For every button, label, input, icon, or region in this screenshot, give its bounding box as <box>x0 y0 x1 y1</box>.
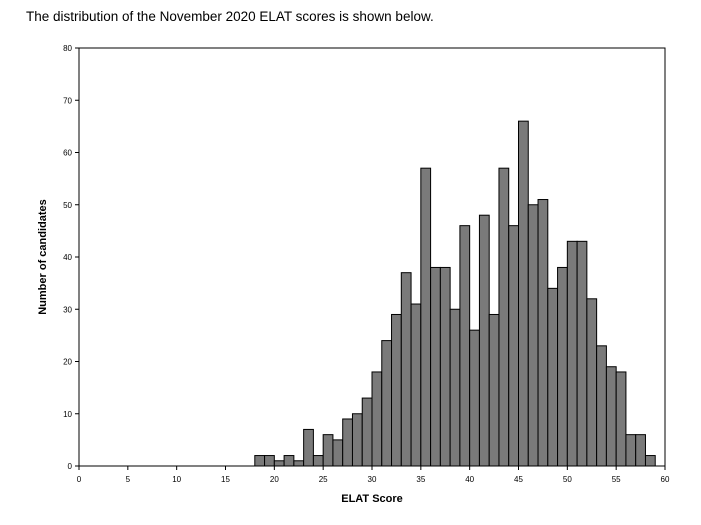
bar-score-38 <box>439 266 451 467</box>
bar-score-33 <box>391 313 402 467</box>
x-tick-label: 20 <box>270 475 279 484</box>
bar-score-51 <box>566 240 578 467</box>
x-tick-label: 40 <box>465 475 474 484</box>
y-tick-label: 60 <box>63 149 72 158</box>
x-tick-label: 30 <box>368 475 377 484</box>
x-tick-label: 50 <box>563 475 572 484</box>
bar-score-32 <box>381 340 393 467</box>
bar-score-44 <box>498 167 510 467</box>
x-tick-label: 45 <box>514 475 523 484</box>
bar-score-50 <box>557 266 568 467</box>
bars-group <box>254 120 656 467</box>
bar-score-59 <box>644 455 656 467</box>
bar-score-24 <box>303 428 314 467</box>
bar-score-41 <box>469 329 480 467</box>
bar-score-54 <box>596 345 607 467</box>
bar-score-39 <box>449 308 461 467</box>
bar-score-30 <box>361 397 373 467</box>
bar-score-28 <box>342 418 353 467</box>
bar-score-35 <box>410 303 422 467</box>
y-tick-label: 30 <box>63 305 72 314</box>
bar-score-36 <box>420 167 432 467</box>
y-tick-label: 40 <box>63 253 72 262</box>
x-tick-label: 0 <box>77 475 82 484</box>
bar-score-45 <box>508 225 520 467</box>
bar-score-58 <box>635 434 646 467</box>
x-tick-label: 60 <box>661 475 670 484</box>
y-axis-title: Number of candidates <box>37 199 49 315</box>
y-tick-label: 0 <box>68 462 73 471</box>
bar-score-26 <box>322 434 334 467</box>
y-tick-label: 10 <box>63 410 72 419</box>
x-axis-title: ELAT Score <box>341 493 403 505</box>
y-tick-label: 70 <box>63 96 72 105</box>
bar-score-42 <box>478 214 490 467</box>
bar-score-21 <box>273 460 285 467</box>
bar-score-29 <box>351 413 363 467</box>
bar-score-31 <box>371 371 383 467</box>
x-tick-label: 5 <box>126 475 131 484</box>
bar-score-56 <box>615 371 627 467</box>
bar-score-22 <box>283 455 295 467</box>
intro-text: The distribution of the November 2020 EL… <box>26 9 434 24</box>
bar-score-43 <box>488 313 500 467</box>
bar-score-47 <box>527 204 539 467</box>
bar-score-40 <box>459 225 471 467</box>
x-tick-label: 15 <box>221 475 230 484</box>
bar-score-48 <box>537 199 549 467</box>
bar-score-19 <box>254 455 266 467</box>
x-tick-label: 10 <box>172 475 181 484</box>
bar-score-27 <box>332 439 344 467</box>
x-tick-label: 55 <box>612 475 621 484</box>
x-tick-label: 25 <box>319 475 328 484</box>
bar-score-37 <box>430 266 441 467</box>
bar-score-55 <box>605 366 617 467</box>
bar-score-49 <box>547 287 559 467</box>
y-axis-ticks: 0 10 20 30 40 50 60 70 80 <box>63 44 79 471</box>
bar-score-53 <box>586 298 598 467</box>
y-tick-label: 80 <box>63 44 72 53</box>
bar-score-34 <box>400 272 412 467</box>
bar-score-25 <box>312 455 324 467</box>
bar-score-20 <box>264 455 275 467</box>
bar-score-23 <box>293 460 305 467</box>
bar-score-52 <box>576 240 588 467</box>
bar-score-46 <box>518 120 529 467</box>
y-tick-label: 20 <box>63 358 72 367</box>
x-axis-ticks: 0 5 10 15 20 25 30 35 40 45 50 55 60 <box>77 466 670 484</box>
x-tick-label: 35 <box>416 475 425 484</box>
y-tick-label: 50 <box>63 201 72 210</box>
bar-score-57 <box>625 434 637 467</box>
